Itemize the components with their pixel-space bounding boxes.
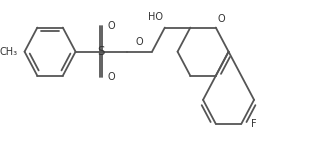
Text: O: O [135, 37, 143, 47]
Text: S: S [97, 45, 105, 58]
Text: F: F [251, 119, 257, 129]
Text: O: O [107, 21, 115, 31]
Text: CH₃: CH₃ [0, 47, 17, 57]
Text: O: O [217, 14, 225, 24]
Text: HO: HO [148, 12, 162, 23]
Text: O: O [107, 72, 115, 82]
